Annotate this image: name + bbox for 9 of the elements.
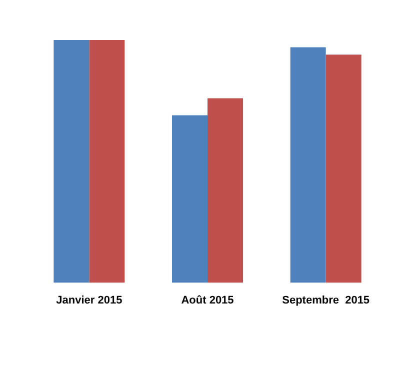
bar: [89, 40, 125, 283]
x-tick-label: Août 2015: [181, 294, 234, 306]
bar: [326, 54, 362, 283]
x-tick-label: Janvier 2015: [56, 294, 122, 306]
bar: [54, 40, 90, 283]
bar: [172, 115, 208, 283]
x-tick-label: Septembre 2015: [282, 294, 370, 306]
bar: [290, 47, 326, 283]
bar: [208, 98, 243, 283]
